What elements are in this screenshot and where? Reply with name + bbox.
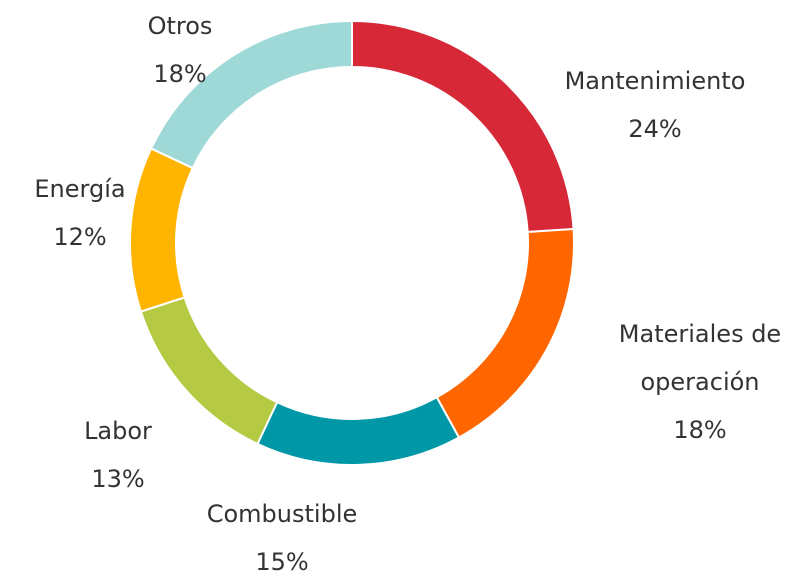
value-label: 15%: [255, 548, 309, 576]
value-label: 13%: [91, 465, 145, 493]
slice-label: Energía 12%: [0, 165, 160, 261]
value-label: 12%: [53, 223, 107, 251]
category-label: Mantenimiento: [564, 67, 746, 95]
slice-label: Materiales de operación 18%: [595, 310, 805, 454]
value-label: 18%: [153, 60, 207, 88]
value-label: 18%: [673, 416, 727, 444]
value-label: 24%: [628, 115, 682, 143]
slice-label: Otros 18%: [100, 2, 260, 98]
slice-label: Labor 13%: [38, 407, 198, 503]
donut-slice: [149, 19, 353, 170]
donut-slice: [435, 228, 575, 439]
category-label: Labor: [84, 417, 152, 445]
donut-slice: [256, 395, 461, 466]
slice-label: Mantenimiento 24%: [525, 57, 785, 153]
slice-label: Combustible 15%: [152, 490, 412, 586]
category-label: Materiales de operación: [618, 320, 782, 396]
category-label: Otros: [147, 12, 213, 40]
category-label: Combustible: [206, 500, 358, 528]
category-label: Energía: [34, 175, 126, 203]
